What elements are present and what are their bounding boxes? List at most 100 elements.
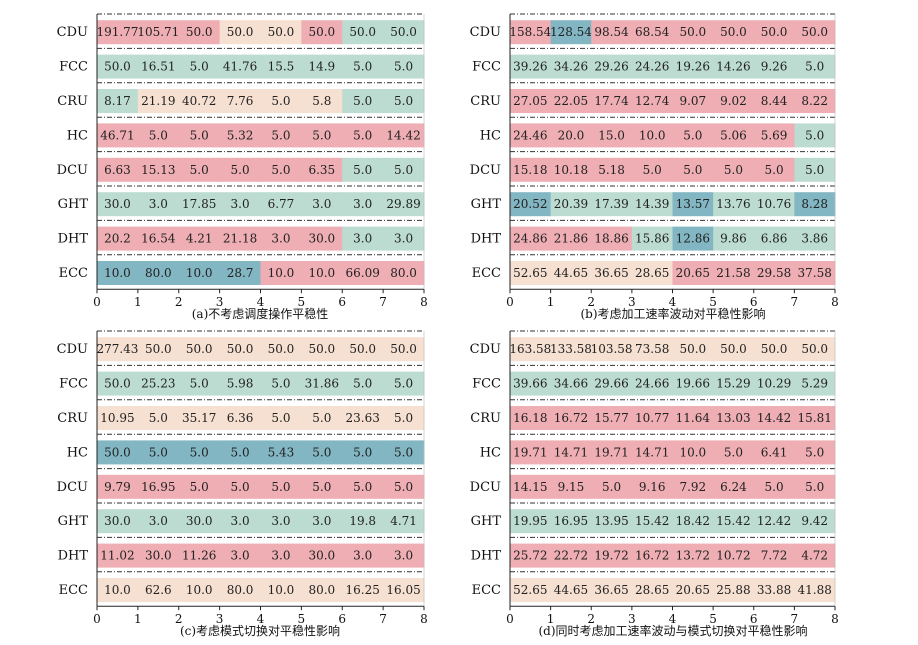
cell-segment [137, 123, 180, 148]
cell-segment [260, 474, 302, 499]
cell-segment [260, 89, 302, 113]
cell-segment [342, 440, 384, 465]
cell-segment [631, 337, 673, 362]
cell-segment [550, 157, 592, 182]
cell-value-label: 20.65 [676, 266, 710, 280]
cell-segment [713, 543, 755, 568]
cell-value-label: 23.63 [346, 411, 380, 425]
cell-value-label: 50.0 [104, 377, 131, 391]
row-label: DCU [57, 163, 88, 178]
cell-segment [137, 89, 180, 113]
cell-segment [137, 54, 180, 79]
cell-value-label: 36.65 [594, 266, 628, 280]
cell-value-label: 10.0 [679, 445, 706, 459]
cell-segment [753, 440, 795, 465]
x-tick-label: 0 [506, 612, 514, 626]
cell-value-label: 33.88 [757, 583, 791, 597]
cell-segment [260, 20, 302, 45]
cell-value-label: 15.42 [716, 514, 750, 528]
cell-segment [178, 123, 221, 148]
cell-value-label: 24.26 [635, 60, 669, 74]
cell-value-label: 16.72 [554, 411, 588, 425]
cell-value-label: 66.09 [346, 266, 380, 280]
cell-segment [137, 20, 180, 45]
cell-value-label: 5.0 [765, 163, 784, 177]
cell-segment [97, 474, 139, 499]
x-tick-label: 2 [175, 295, 183, 309]
cell-value-label: 18.42 [676, 514, 710, 528]
cell-segment [713, 509, 755, 534]
cell-segment [301, 20, 343, 45]
cell-segment [219, 192, 261, 217]
cell-segment [97, 192, 139, 217]
cell-segment [631, 371, 673, 396]
cell-value-label: 3.0 [149, 514, 168, 528]
cell-segment [713, 578, 755, 602]
cell-value-label: 52.65 [513, 583, 547, 597]
cell-segment [301, 123, 343, 148]
cell-segment [510, 578, 552, 602]
cell-segment [753, 371, 795, 396]
cell-value-label: 16.05 [386, 583, 420, 597]
cell-segment [550, 543, 592, 568]
cell-value-label: 80.0 [308, 583, 335, 597]
x-tick-label: 8 [831, 612, 839, 626]
cell-value-label: 10.29 [757, 377, 791, 391]
cell-value-label: 14.39 [635, 197, 669, 211]
cell-segment [342, 226, 384, 251]
cell-value-label: 3.0 [312, 514, 331, 528]
cell-value-label: 5.0 [643, 163, 662, 177]
cell-segment [753, 54, 795, 79]
cell-value-label: 16.95 [554, 514, 588, 528]
cell-value-label: 80.0 [390, 266, 417, 280]
cell-segment [550, 261, 592, 285]
cell-value-label: 3.0 [271, 232, 290, 246]
cell-value-label: 30.0 [104, 197, 131, 211]
row-label: CDU [470, 342, 501, 357]
cell-value-label: 4.71 [390, 514, 417, 528]
cell-segment [342, 192, 384, 217]
x-tick-label: 5 [298, 295, 306, 309]
row-label: ECC [59, 266, 88, 281]
cell-segment [260, 261, 302, 285]
cell-value-label: 6.24 [720, 480, 747, 494]
cell-value-label: 5.0 [312, 445, 331, 459]
cell-segment [342, 89, 384, 113]
x-tick-label: 8 [831, 295, 839, 309]
cell-value-label: 3.0 [353, 197, 372, 211]
cell-value-label: 25.23 [141, 377, 175, 391]
x-tick-label: 6 [338, 295, 346, 309]
x-tick-label: 4 [257, 295, 265, 309]
cell-segment [178, 157, 221, 182]
cell-value-label: 10.18 [554, 163, 588, 177]
cell-value-label: 15.13 [141, 163, 175, 177]
cell-segment [672, 89, 714, 113]
cell-value-label: 50.0 [679, 25, 706, 39]
cell-segment [794, 474, 836, 499]
cell-segment [794, 20, 836, 45]
cell-value-label: 5.0 [312, 480, 331, 494]
cell-value-label: 50.0 [720, 25, 747, 39]
cell-segment [342, 261, 384, 285]
x-tick-label: 1 [547, 612, 555, 626]
cell-segment [550, 226, 592, 251]
cell-segment [137, 261, 180, 285]
row-label: DHT [58, 232, 89, 247]
cell-segment [97, 337, 139, 362]
cell-value-label: 10.0 [268, 583, 295, 597]
cell-segment [713, 406, 755, 430]
cell-value-label: 19.8 [349, 514, 376, 528]
cell-value-label: 30.0 [308, 232, 335, 246]
cell-segment [383, 192, 425, 217]
cell-value-label: 14.71 [635, 445, 669, 459]
cell-value-label: 5.0 [271, 163, 290, 177]
cell-value-label: 13.72 [676, 549, 710, 563]
cell-segment [260, 543, 302, 568]
cell-value-label: 46.71 [100, 128, 134, 142]
cell-value-label: 277.43 [96, 342, 138, 356]
cell-segment [342, 123, 384, 148]
cell-value-label: 10.0 [104, 266, 131, 280]
cell-segment [672, 440, 714, 465]
cell-value-label: 80.0 [145, 266, 172, 280]
cell-value-label: 13.95 [594, 514, 628, 528]
